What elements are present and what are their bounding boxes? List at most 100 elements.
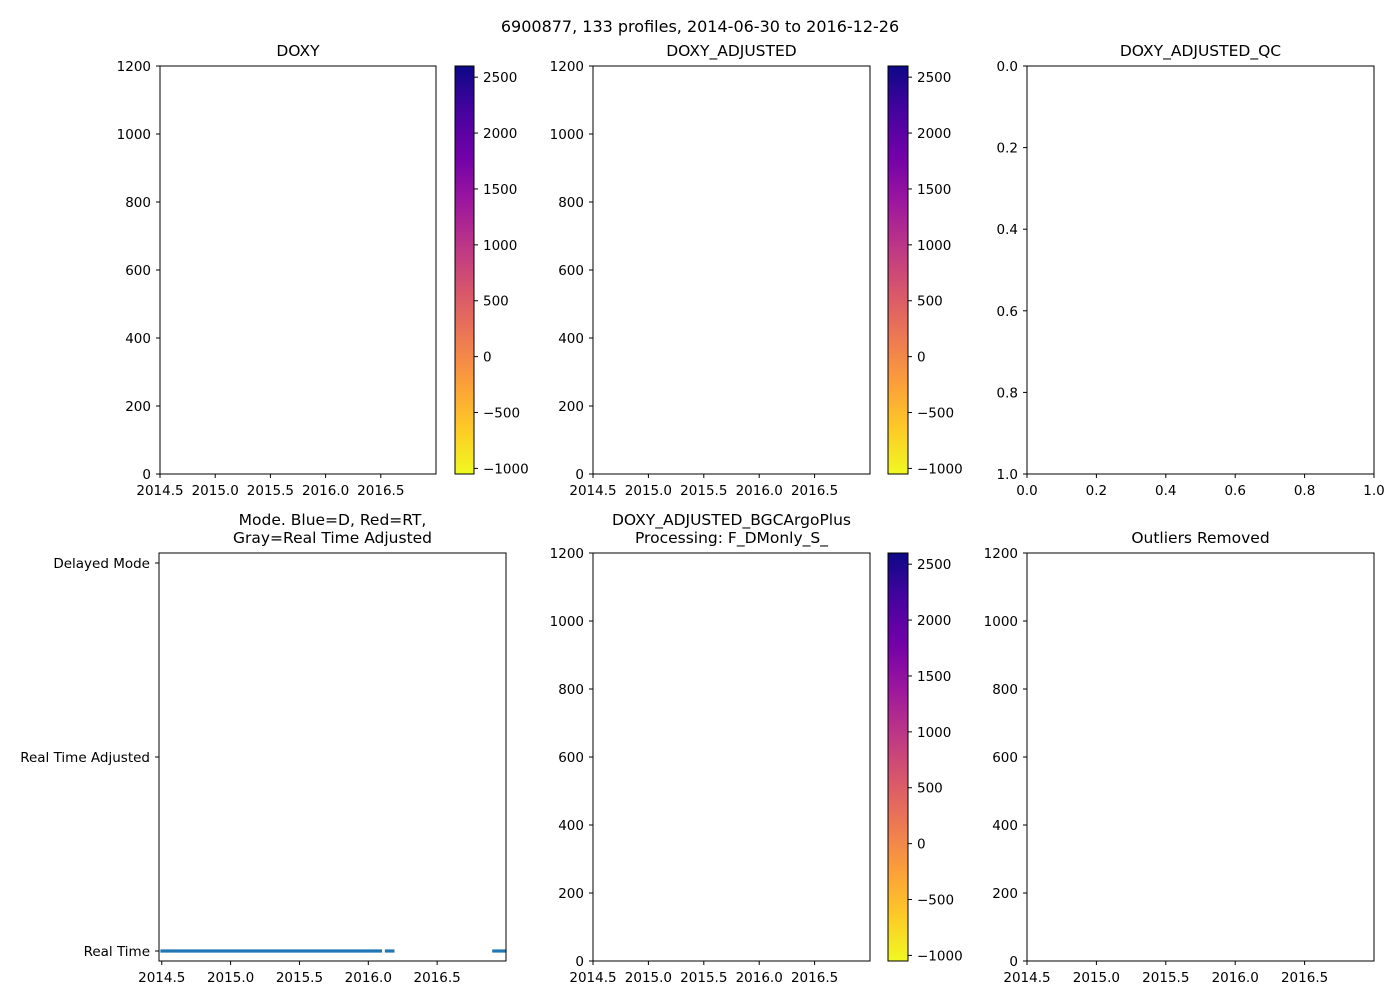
colorbar-tick-label: −1000 xyxy=(917,948,963,964)
y-tick-label: 1.0 xyxy=(997,467,1018,483)
axes-frame xyxy=(592,65,871,475)
y-tick-label: 0 xyxy=(575,467,584,483)
colorbar xyxy=(888,553,908,961)
colorbar-tick-label: −500 xyxy=(917,893,954,909)
colorbar-tick-label: 2500 xyxy=(483,70,517,86)
y-tick-label: 400 xyxy=(558,818,584,834)
y-tick-label: 1200 xyxy=(984,546,1018,562)
panel-title-line-2: Gray=Real Time Adjusted xyxy=(233,529,432,547)
mode-category-label: Real Time xyxy=(84,944,150,960)
colorbar-tick-label: 1500 xyxy=(483,182,517,198)
colorbar-tick-label: 500 xyxy=(917,294,943,310)
y-tick-label: 600 xyxy=(558,750,584,766)
x-tick-label: 2015.0 xyxy=(192,483,239,499)
axes-frame xyxy=(1026,65,1375,475)
colorbar-frame xyxy=(887,65,909,475)
x-tick-label: 2016.5 xyxy=(1281,970,1328,986)
x-tick-label: 2016.0 xyxy=(345,970,392,986)
axes-frame xyxy=(592,552,871,962)
y-tick-label: 600 xyxy=(558,263,584,279)
x-tick-label: 2015.0 xyxy=(1073,970,1120,986)
x-tick-label: 2015.0 xyxy=(625,483,672,499)
colorbar-tick-label: 2000 xyxy=(917,613,951,629)
y-tick-label: 0.8 xyxy=(997,385,1018,401)
x-tick-label: 2014.5 xyxy=(136,483,183,499)
y-tick-label: 800 xyxy=(558,682,584,698)
y-tick-label: 600 xyxy=(125,263,151,279)
y-tick-label: 1000 xyxy=(117,127,151,143)
x-tick-label: 2016.0 xyxy=(1212,970,1259,986)
y-tick-label: 0 xyxy=(1009,954,1018,970)
x-tick-label: 0.0 xyxy=(1016,483,1037,499)
y-tick-label: 200 xyxy=(125,399,151,415)
x-tick-label: 2014.5 xyxy=(569,483,616,499)
y-tick-label: 0 xyxy=(575,954,584,970)
colorbar-tick-label: 1000 xyxy=(917,725,951,741)
colorbar-tick-label: 1500 xyxy=(917,669,951,685)
x-tick-label: 2015.0 xyxy=(625,970,672,986)
panel-doxy: DOXY 2014.5 2015.0 2015.5 2016.0 2016.5 0 200 40… xyxy=(117,42,529,499)
y-tick-label: 0.6 xyxy=(997,304,1018,320)
panel-doxy-adjusted: DOXY_ADJUSTED 2014.5 2015.0 2015.5 2016.0 201… xyxy=(550,42,963,499)
x-tick-label: 0.4 xyxy=(1155,483,1176,499)
y-tick-label: 0.4 xyxy=(997,222,1018,238)
x-tick-label: 2016.0 xyxy=(302,483,349,499)
x-tick-label: 2015.0 xyxy=(207,970,254,986)
x-tick-label: 2015.5 xyxy=(276,970,323,986)
y-tick-label: 400 xyxy=(125,331,151,347)
colorbar-tick-label: 0 xyxy=(483,350,492,366)
y-tick-label: 800 xyxy=(125,195,151,211)
y-tick-label: 800 xyxy=(558,195,584,211)
x-tick-label: 0.2 xyxy=(1086,483,1107,499)
y-tick-label: 0 xyxy=(142,467,151,483)
x-tick-label: 0.8 xyxy=(1294,483,1315,499)
panel-outliers-removed: Outliers Removed 2014.5 2015.0 2015.5 2016.0… xyxy=(984,529,1375,986)
y-tick-label: 0.2 xyxy=(997,141,1018,157)
y-tick-label: 1000 xyxy=(550,127,584,143)
x-tick-label: 2014.5 xyxy=(1003,970,1050,986)
colorbar-tick-label: 0 xyxy=(917,350,926,366)
colorbar-tick-label: 2000 xyxy=(483,126,517,142)
panel-mode: Mode. Blue=D, Red=RT,Gray=Real Time Adju… xyxy=(20,511,507,986)
x-tick-label: 2015.5 xyxy=(247,483,294,499)
colorbar-tick-label: −500 xyxy=(483,406,520,422)
x-tick-label: 2015.5 xyxy=(680,970,727,986)
colorbar-frame xyxy=(454,65,475,475)
x-tick-label: 2016.5 xyxy=(414,970,461,986)
colorbar-tick-label: 1000 xyxy=(917,238,951,254)
colorbar-tick-label: 1500 xyxy=(917,182,951,198)
panel-title: DOXY_ADJUSTED_QC xyxy=(1120,42,1281,61)
y-tick-label: 200 xyxy=(558,399,584,415)
y-tick-label: 1000 xyxy=(984,614,1018,630)
colorbar-tick-label: −500 xyxy=(917,406,954,422)
colorbar xyxy=(455,66,474,474)
colorbar-tick-label: 0 xyxy=(917,837,926,853)
y-tick-label: 800 xyxy=(992,682,1018,698)
x-tick-label: 2016.5 xyxy=(791,483,838,499)
y-tick-label: 400 xyxy=(558,331,584,347)
y-tick-label: 0.0 xyxy=(997,59,1018,75)
mode-category-label: Delayed Mode xyxy=(53,556,150,572)
panel-title: Outliers Removed xyxy=(1131,529,1269,547)
axes-frame xyxy=(159,65,437,475)
colorbar-tick-label: 2500 xyxy=(917,557,951,573)
y-tick-label: 1200 xyxy=(117,59,151,75)
panel-title-line-1: DOXY_ADJUSTED_BGCArgoPlus xyxy=(612,511,851,530)
panel-doxy-adjusted-qc: DOXY_ADJUSTED_QC0.0 0.2 0.4 0.6 0.8 1.00.00.2… xyxy=(997,42,1385,499)
x-tick-label: 0.6 xyxy=(1224,483,1245,499)
y-tick-label: 1200 xyxy=(550,59,584,75)
colorbar-tick-label: −1000 xyxy=(483,461,529,477)
y-tick-label: 1000 xyxy=(550,614,584,630)
colorbar-tick-label: 500 xyxy=(483,294,509,310)
panel-title-line-1: Mode. Blue=D, Red=RT, xyxy=(239,511,427,529)
mode-category-label: Real Time Adjusted xyxy=(20,750,150,766)
colorbar xyxy=(888,66,908,474)
x-tick-label: 1.0 xyxy=(1363,483,1384,499)
y-tick-label: 200 xyxy=(992,886,1018,902)
x-tick-label: 2014.5 xyxy=(138,970,185,986)
panel-title: DOXY_ADJUSTED xyxy=(666,42,797,61)
colorbar-frame xyxy=(887,552,909,962)
x-tick-label: 2014.5 xyxy=(569,970,616,986)
